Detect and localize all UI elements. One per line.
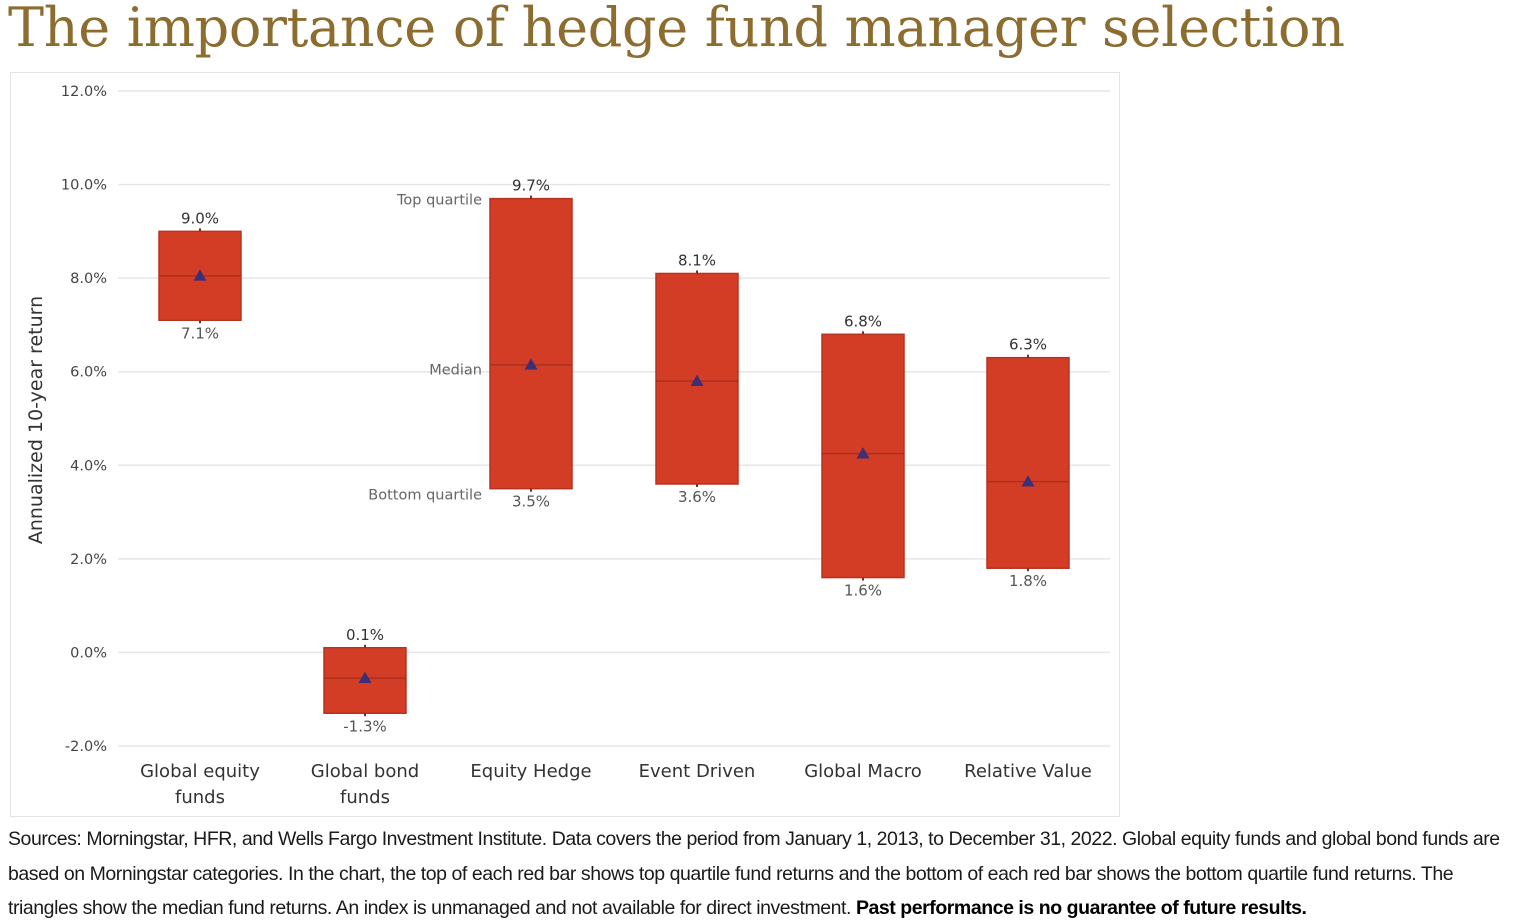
x-category-label: Global equity — [140, 761, 260, 782]
bottom-quartile-label: -1.3% — [343, 717, 387, 735]
bottom-quartile-label: 7.1% — [181, 324, 219, 342]
top-quartile-label: 0.1% — [346, 626, 384, 644]
median-marker — [524, 358, 538, 370]
range-bar — [986, 356, 1070, 569]
x-category-label: Global bond — [311, 761, 419, 782]
top-quartile-label: 9.7% — [512, 177, 550, 195]
y-tick-label: 0.0% — [70, 645, 107, 661]
x-category-label: Global Macro — [804, 761, 922, 782]
annotation-bottom-quartile: Bottom quartile — [368, 488, 482, 504]
bottom-quartile-label: 1.6% — [844, 582, 882, 600]
y-tick-label: 6.0% — [70, 365, 107, 381]
y-tick-label: 2.0% — [70, 552, 107, 568]
range-bar — [489, 197, 573, 490]
page-title: The importance of hedge fund manager sel… — [8, 0, 1345, 59]
bottom-quartile-label: 1.8% — [1009, 572, 1047, 590]
bottom-quartile-label: 3.5% — [512, 493, 550, 511]
median-marker — [358, 671, 372, 684]
top-quartile-label: 6.3% — [1009, 336, 1047, 354]
y-tick-label: -2.0% — [65, 739, 107, 755]
x-category-label: Event Driven — [639, 761, 756, 782]
y-tick-label: 10.0% — [61, 178, 107, 194]
median-marker — [690, 374, 704, 386]
y-tick-label: 12.0% — [61, 84, 107, 100]
top-quartile-label: 8.1% — [678, 251, 716, 269]
footnote-disclaimer: Past performance is no guarantee of futu… — [855, 897, 1307, 919]
x-category-label: Equity Hedge — [470, 761, 591, 782]
y-axis-title: Annualized 10-year return — [25, 296, 47, 544]
median-marker — [1021, 475, 1035, 487]
source-footnote: Sources: Morningstar, HFR, and Wells Far… — [8, 822, 1523, 922]
annotation-top-quartile: Top quartile — [396, 193, 482, 209]
y-tick-label: 8.0% — [70, 271, 107, 287]
x-category-label: funds — [175, 787, 225, 808]
range-bar-chart: -2.0% 0.0% 2.0% 4.0% 6.0% 8.0% 10.0% 12.0% Annua… — [25, 84, 1110, 808]
x-category-label: Relative Value — [964, 761, 1092, 782]
median-marker — [856, 447, 870, 459]
footnote-text: Sources: Morningstar, HFR, and Wells Far… — [8, 828, 1500, 919]
bottom-quartile-label: 3.6% — [678, 488, 716, 506]
median-marker — [193, 269, 207, 281]
x-category-label: funds — [340, 787, 390, 808]
top-quartile-label: 6.8% — [844, 312, 882, 330]
y-tick-label: 4.0% — [70, 458, 107, 474]
top-quartile-label: 9.0% — [181, 209, 219, 227]
annotation-median: Median — [429, 363, 482, 379]
